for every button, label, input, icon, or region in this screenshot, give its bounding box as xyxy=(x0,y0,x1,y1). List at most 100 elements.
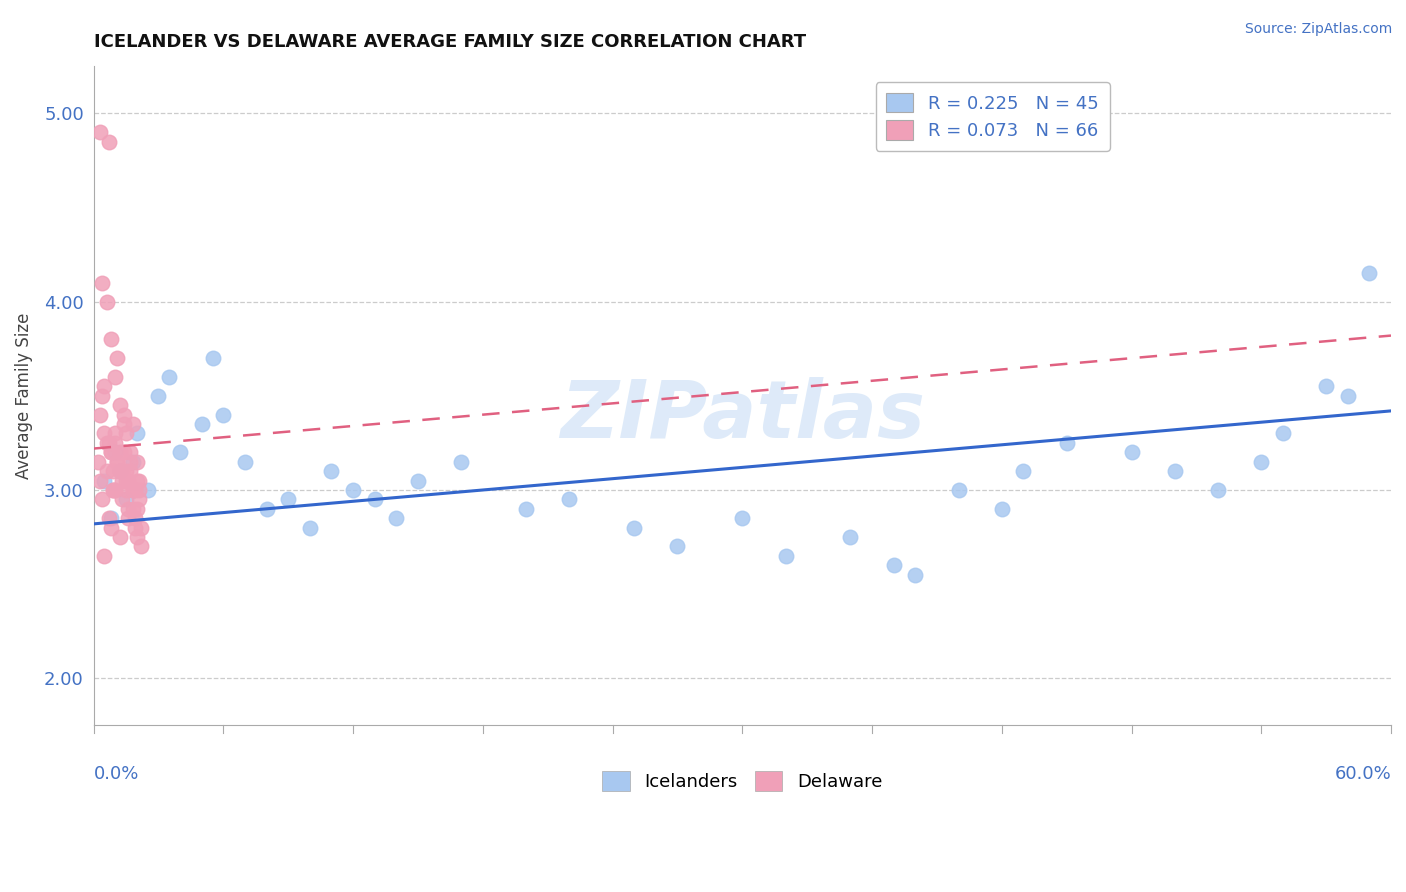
Point xyxy=(100,445,122,459)
Point xyxy=(839,530,862,544)
Point xyxy=(93,379,115,393)
Point xyxy=(105,351,128,366)
Point xyxy=(1164,464,1187,478)
Point xyxy=(125,530,148,544)
Point xyxy=(1271,426,1294,441)
Point xyxy=(124,511,146,525)
Point xyxy=(121,483,143,497)
Point xyxy=(1358,267,1381,281)
Point xyxy=(91,276,114,290)
Point xyxy=(104,483,127,497)
Point xyxy=(117,511,139,525)
Point xyxy=(97,436,120,450)
Point xyxy=(108,445,131,459)
Point xyxy=(148,389,170,403)
Point xyxy=(108,530,131,544)
Point xyxy=(169,445,191,459)
Point xyxy=(115,483,138,497)
Point xyxy=(128,492,150,507)
Point xyxy=(101,483,124,497)
Point xyxy=(93,426,115,441)
Point xyxy=(515,501,537,516)
Text: ICELANDER VS DELAWARE AVERAGE FAMILY SIZE CORRELATION CHART: ICELANDER VS DELAWARE AVERAGE FAMILY SIZ… xyxy=(94,33,806,51)
Point xyxy=(190,417,212,431)
Point xyxy=(115,464,138,478)
Point xyxy=(108,464,131,478)
Point xyxy=(104,436,127,450)
Point xyxy=(111,492,134,507)
Point xyxy=(1250,455,1272,469)
Point xyxy=(136,483,159,497)
Point xyxy=(558,492,581,507)
Point xyxy=(1315,379,1337,393)
Point xyxy=(385,511,408,525)
Point xyxy=(120,464,142,478)
Point xyxy=(101,483,124,497)
Point xyxy=(948,483,970,497)
Point xyxy=(212,408,235,422)
Legend: Icelanders, Delaware: Icelanders, Delaware xyxy=(592,761,893,802)
Y-axis label: Average Family Size: Average Family Size xyxy=(15,312,32,479)
Point xyxy=(104,370,127,384)
Point xyxy=(115,474,138,488)
Point xyxy=(128,474,150,488)
Point xyxy=(904,567,927,582)
Point xyxy=(623,521,645,535)
Point xyxy=(101,464,124,478)
Point xyxy=(157,370,180,384)
Point xyxy=(883,558,905,573)
Point xyxy=(666,540,689,554)
Point xyxy=(108,464,131,478)
Point xyxy=(100,332,122,346)
Point xyxy=(100,511,122,525)
Point xyxy=(115,426,138,441)
Point xyxy=(121,455,143,469)
Point xyxy=(342,483,364,497)
Point xyxy=(112,445,135,459)
Point xyxy=(105,455,128,469)
Point xyxy=(233,455,256,469)
Point xyxy=(363,492,385,507)
Point xyxy=(128,483,150,497)
Point xyxy=(129,540,152,554)
Point xyxy=(125,455,148,469)
Point xyxy=(97,135,120,149)
Point xyxy=(1012,464,1035,478)
Point xyxy=(87,455,110,469)
Point xyxy=(100,521,122,535)
Point xyxy=(117,474,139,488)
Point xyxy=(125,501,148,516)
Point xyxy=(450,455,472,469)
Point xyxy=(104,426,127,441)
Point xyxy=(121,417,143,431)
Point xyxy=(91,492,114,507)
Point xyxy=(991,501,1014,516)
Point xyxy=(406,474,429,488)
Point xyxy=(124,483,146,497)
Point xyxy=(1337,389,1360,403)
Point xyxy=(104,445,127,459)
Point xyxy=(115,492,138,507)
Point xyxy=(91,389,114,403)
Point xyxy=(124,521,146,535)
Point xyxy=(121,501,143,516)
Point xyxy=(298,521,321,535)
Point xyxy=(125,474,148,488)
Text: 60.0%: 60.0% xyxy=(1334,765,1391,783)
Point xyxy=(125,426,148,441)
Text: 0.0%: 0.0% xyxy=(94,765,139,783)
Point xyxy=(129,521,152,535)
Text: Source: ZipAtlas.com: Source: ZipAtlas.com xyxy=(1244,22,1392,37)
Point xyxy=(120,445,142,459)
Point xyxy=(108,398,131,412)
Point xyxy=(120,455,142,469)
Point xyxy=(111,474,134,488)
Point xyxy=(112,417,135,431)
Text: ZIPatlas: ZIPatlas xyxy=(560,376,925,455)
Point xyxy=(201,351,224,366)
Point xyxy=(96,294,118,309)
Point xyxy=(100,445,122,459)
Point xyxy=(731,511,754,525)
Point xyxy=(1206,483,1229,497)
Point xyxy=(112,408,135,422)
